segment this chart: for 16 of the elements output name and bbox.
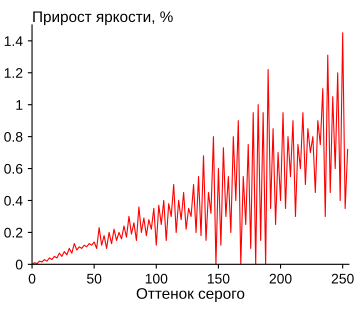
x-axis-title: Оттенок серого: [136, 288, 244, 302]
x-tick-label: 100: [146, 274, 168, 284]
y-tick-label: 0.6: [4, 164, 22, 174]
x-tick-label: 250: [332, 274, 354, 284]
y-tick-label: 0.2: [4, 228, 22, 238]
y-tick-label: 0.4: [4, 196, 23, 206]
y-tick-label: 1.2: [4, 68, 22, 78]
y-tick-label: 1: [16, 100, 22, 110]
x-tick-label: 0: [28, 274, 36, 284]
x-tick-label: 200: [270, 274, 292, 284]
chart-title: Прирост яркости, %: [33, 11, 173, 26]
y-tick-label: 1.4: [4, 36, 23, 46]
x-tick-label: 50: [87, 274, 102, 284]
y-tick-label: 0.8: [4, 132, 22, 142]
x-tick-label: 150: [208, 274, 230, 284]
y-tick-label: 0: [16, 260, 22, 270]
